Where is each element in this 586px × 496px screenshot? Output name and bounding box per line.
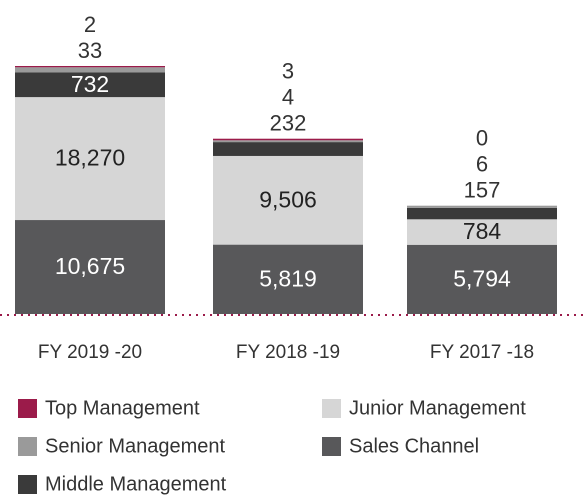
value-label: 2 — [84, 12, 96, 37]
legend-label: Junior Management — [349, 397, 526, 419]
value-label: 33 — [78, 38, 102, 63]
bar-segment — [407, 219, 557, 245]
value-label: 6 — [476, 152, 488, 177]
bar-segment — [407, 207, 557, 220]
legend-swatch — [18, 475, 37, 494]
legend-swatch — [18, 437, 37, 456]
bar-segment — [407, 244, 557, 314]
value-label: 4 — [282, 85, 294, 110]
x-tick-label: FY 2019 -20 — [38, 342, 142, 363]
value-label: 232 — [270, 111, 307, 136]
value-label: 5,819 — [259, 265, 317, 291]
legend-label: Top Management — [45, 397, 200, 419]
bar-segment — [15, 97, 165, 221]
legend-label: Middle Management — [45, 473, 227, 495]
bar-segment — [213, 155, 363, 245]
bar-segment — [15, 66, 165, 68]
value-label: 732 — [71, 71, 109, 97]
legend-label: Sales Channel — [349, 435, 479, 457]
value-label: 9,506 — [259, 186, 317, 212]
legend-swatch — [322, 437, 341, 456]
bar-segment — [213, 140, 363, 143]
bar-segment — [213, 142, 363, 156]
x-tick-label: FY 2018 -19 — [236, 342, 340, 363]
value-label: 10,675 — [55, 253, 125, 279]
bar-segment — [407, 205, 557, 208]
bar-segment — [15, 220, 165, 314]
bar-segment — [213, 244, 363, 314]
legend-label: Senior Management — [45, 435, 226, 457]
value-label: 5,794 — [453, 265, 511, 291]
legend-swatch — [18, 399, 37, 418]
bar-segment — [15, 67, 165, 73]
value-label: 0 — [476, 126, 488, 151]
value-label: 157 — [464, 178, 501, 203]
value-label: 784 — [463, 218, 502, 244]
x-tick-label: FY 2017 -18 — [430, 342, 534, 363]
bar-segment — [213, 138, 363, 141]
legend-swatch — [322, 399, 341, 418]
value-label: 3 — [282, 59, 294, 84]
bar-segment — [15, 72, 165, 98]
value-label: 18,270 — [55, 145, 125, 171]
